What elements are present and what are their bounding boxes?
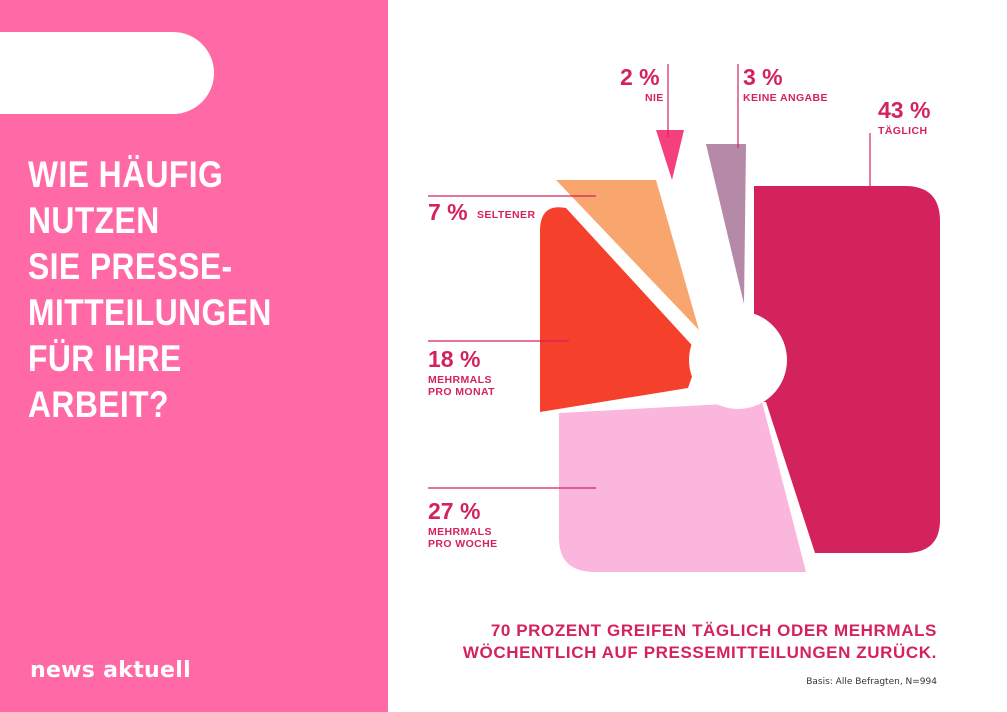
slice-weekly	[559, 402, 806, 572]
question-line: SIE PRESSE-	[28, 246, 233, 287]
pct-label-never: 2 %	[620, 64, 660, 90]
pct-label-rarely: 7 %	[428, 199, 468, 225]
pct-label-daily: 43 %	[878, 97, 930, 123]
desc-label-never: NIE	[645, 92, 664, 104]
question-line: ARBEIT?	[28, 384, 169, 425]
chart-center-hole	[689, 311, 787, 409]
conclusion-text: 70 PROZENT GREIFEN TÄGLICH ODER MEHRMALS…	[463, 620, 937, 664]
question-line: WIE HÄUFIG	[28, 154, 224, 195]
question-line: MITTEILUNGEN	[28, 292, 272, 333]
desc-label-daily: TÄGLICH	[878, 124, 927, 137]
question-line: NUTZEN	[28, 200, 160, 241]
desc-label-no-answer: KEINE ANGABE	[743, 92, 828, 104]
slice-daily	[754, 186, 940, 553]
slice-monthly	[540, 207, 700, 412]
slice-rarely	[556, 180, 699, 330]
pct-label-monthly: 18 %	[428, 346, 480, 372]
question-line: FÜR IHRE	[28, 338, 182, 379]
conclusion-line: 70 PROZENT GREIFEN TÄGLICH ODER MEHRMALS	[490, 621, 937, 640]
conclusion-line: WÖCHENTLICH AUF PRESSEMITTEILUNGEN ZURÜC…	[462, 643, 937, 662]
pct-label-weekly: 27 %	[428, 498, 480, 524]
desc-label-weekly: PRO WOCHE	[428, 538, 498, 550]
desc-label-monthly: MEHRMALS	[428, 374, 492, 386]
left-panel: WIE HÄUFIG NUTZEN SIE PRESSE- MITTEILUNG…	[0, 0, 388, 712]
pct-label-no-answer: 3 %	[743, 64, 783, 90]
slice-never	[656, 130, 684, 180]
desc-label-weekly: MEHRMALS	[428, 526, 492, 538]
survey-question: WIE HÄUFIG NUTZEN SIE PRESSE- MITTEILUNG…	[28, 152, 320, 428]
slice-no-answer	[706, 144, 746, 304]
desc-label-rarely: SELTENER	[477, 209, 535, 221]
sample-basis: Basis: Alle Befragten, N=994	[806, 677, 937, 687]
brand-logo: news aktuell	[30, 658, 191, 683]
desc-label-monthly: PRO MONAT	[428, 386, 495, 398]
decorative-pill	[0, 32, 214, 114]
